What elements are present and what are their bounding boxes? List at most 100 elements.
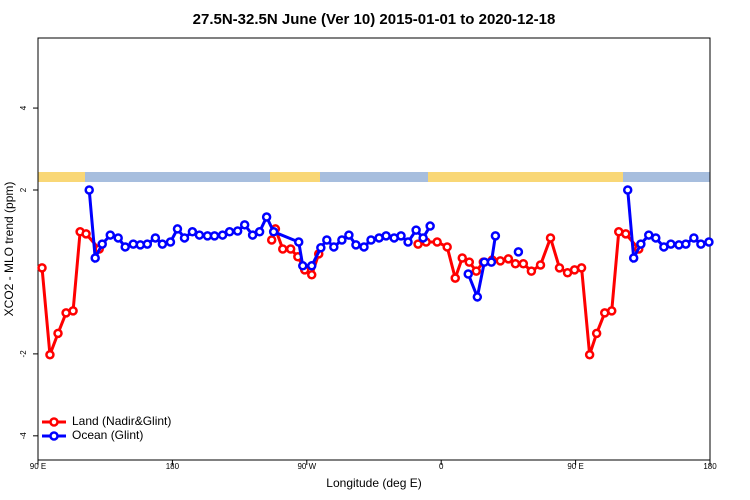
- x-tick-label: 0: [439, 462, 444, 471]
- x-axis-label: Longitude (deg E): [326, 476, 421, 490]
- point: [337, 235, 347, 245]
- point: [403, 237, 413, 247]
- legend-marker: [49, 417, 59, 427]
- point: [266, 235, 277, 245]
- x-tick-label: 90 W: [297, 462, 316, 471]
- point: [526, 266, 537, 276]
- point: [584, 349, 595, 360]
- land-strip: [38, 172, 85, 182]
- point: [457, 253, 468, 263]
- point: [224, 227, 235, 237]
- point: [113, 233, 123, 243]
- point: [306, 270, 317, 280]
- land-ocean-strip: [38, 172, 710, 182]
- point: [510, 258, 521, 269]
- point: [105, 230, 116, 240]
- point: [37, 263, 47, 273]
- point: [90, 253, 100, 263]
- x-tick-label: 180: [166, 462, 180, 471]
- point: [413, 239, 423, 249]
- point: [81, 229, 91, 239]
- point: [84, 185, 94, 195]
- point: [681, 239, 691, 249]
- point: [209, 231, 220, 241]
- point: [285, 244, 296, 254]
- point: [359, 242, 369, 252]
- point: [165, 237, 176, 247]
- point: [450, 273, 460, 283]
- point: [344, 230, 354, 240]
- point: [622, 185, 633, 195]
- point: [45, 349, 55, 360]
- point: [351, 240, 361, 250]
- point: [490, 231, 501, 241]
- point: [666, 239, 676, 249]
- plot-frame: [37, 37, 711, 461]
- y-axis-label: XCO2 - MLO trend (ppm): [2, 182, 16, 317]
- point: [628, 253, 639, 263]
- point: [316, 243, 326, 253]
- point: [120, 242, 130, 252]
- point: [322, 235, 332, 245]
- point: [554, 263, 565, 273]
- point: [689, 233, 699, 243]
- point: [329, 242, 339, 252]
- point: [486, 257, 497, 267]
- point: [53, 328, 63, 339]
- point: [293, 237, 304, 247]
- y-tick-label: -2: [19, 350, 28, 358]
- point: [261, 212, 272, 222]
- point: [418, 233, 428, 243]
- point: [254, 227, 265, 237]
- point: [298, 261, 308, 271]
- legend-label: Ocean (Glint): [72, 428, 143, 442]
- x-tick-label: 90 E: [567, 462, 583, 471]
- point: [247, 230, 258, 240]
- point: [179, 233, 190, 243]
- point: [442, 242, 452, 252]
- point: [172, 224, 183, 234]
- point: [150, 233, 161, 243]
- point: [576, 263, 587, 273]
- point: [535, 260, 546, 270]
- point: [495, 256, 506, 266]
- point: [704, 237, 714, 247]
- point: [187, 227, 198, 237]
- point: [545, 233, 556, 243]
- point: [278, 244, 288, 254]
- x-tick-label: 90 E: [30, 462, 46, 471]
- point: [472, 292, 483, 302]
- ocean-strip: [38, 172, 710, 182]
- point: [651, 233, 661, 243]
- series-line: [87, 189, 710, 303]
- point: [696, 239, 706, 249]
- point: [411, 225, 421, 235]
- chart-title: 27.5N-32.5N June (Ver 10) 2015-01-01 to …: [193, 11, 556, 28]
- land-strip: [520, 172, 623, 182]
- point: [217, 230, 228, 240]
- legend-marker: [49, 431, 59, 441]
- point: [306, 261, 317, 271]
- point: [157, 239, 168, 249]
- point: [471, 266, 482, 276]
- point: [268, 227, 279, 237]
- point: [142, 239, 153, 249]
- point: [396, 231, 406, 241]
- point: [513, 247, 524, 257]
- land-strip: [428, 172, 520, 182]
- x-tick-label: 180: [703, 462, 717, 471]
- point: [503, 254, 514, 264]
- point: [432, 237, 442, 247]
- point: [464, 257, 475, 267]
- point: [518, 258, 529, 269]
- y-tick-label: 2: [19, 187, 28, 192]
- point: [239, 220, 250, 230]
- point: [636, 239, 646, 249]
- point: [68, 306, 78, 316]
- point: [232, 226, 243, 236]
- point: [366, 235, 376, 245]
- land-strip: [270, 172, 320, 182]
- point: [606, 306, 617, 316]
